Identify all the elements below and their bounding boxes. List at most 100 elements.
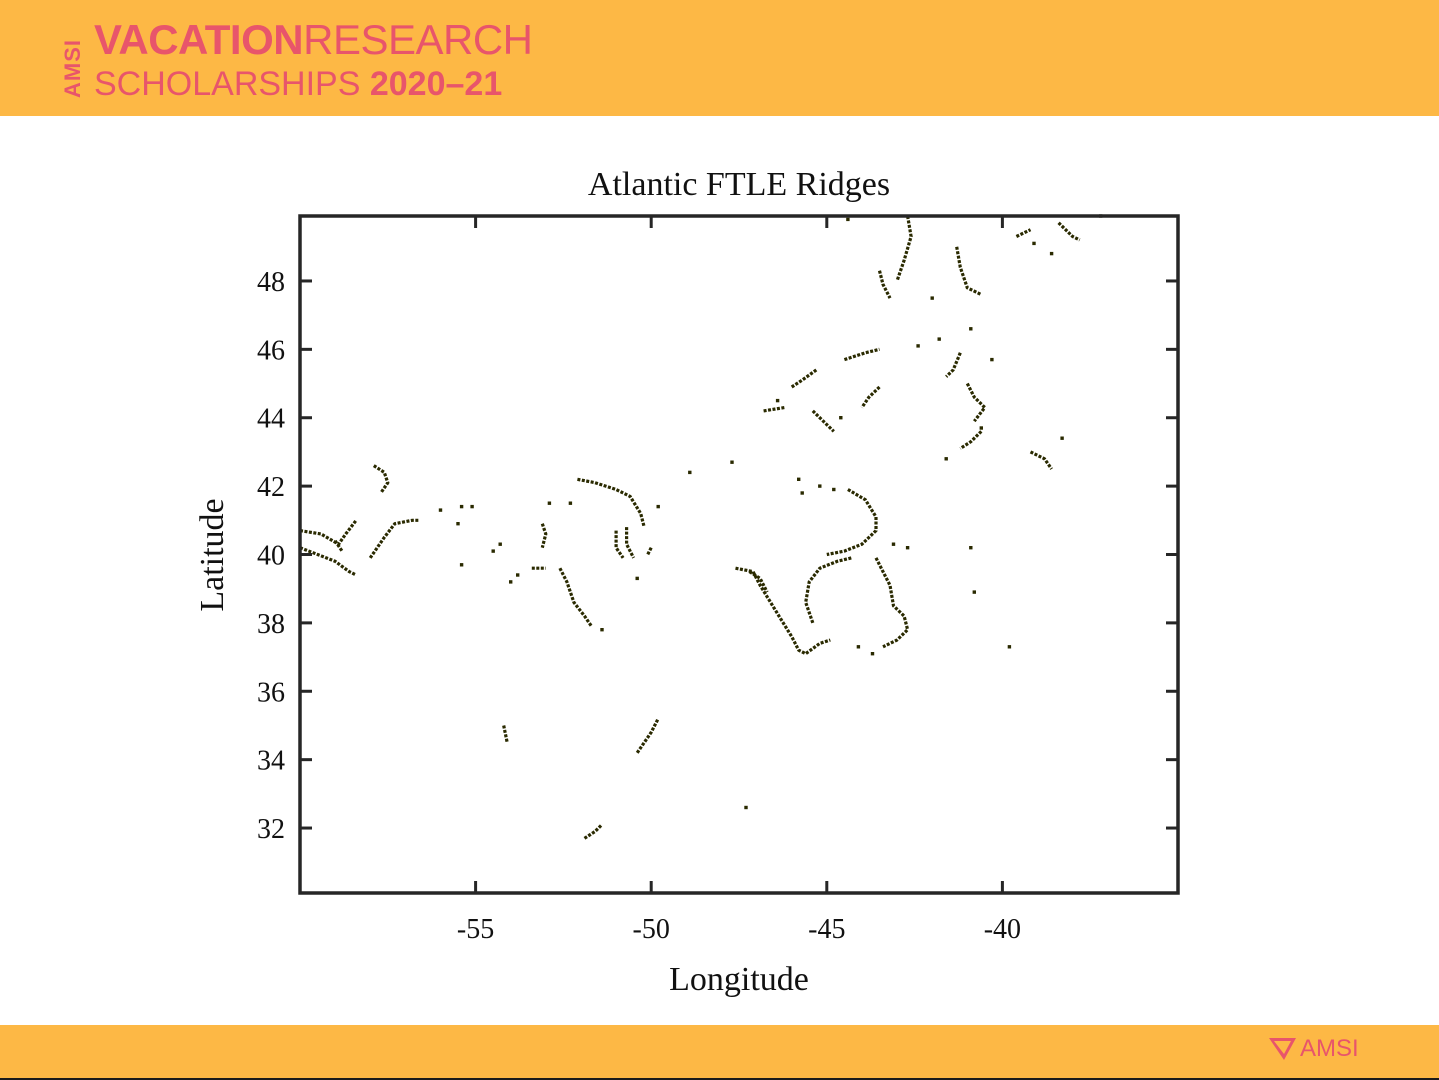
plot-frame xyxy=(298,214,1180,895)
ridge-point-0-39 xyxy=(846,217,850,222)
ridge-point-0-27 xyxy=(937,337,941,341)
x-tick-label-2: -45 xyxy=(808,914,845,945)
ridge-segment-0-30 xyxy=(583,823,604,840)
ridge-point-0-6 xyxy=(509,580,513,584)
ridge-point-0-11 xyxy=(600,628,604,632)
ridge-segment-0-13 xyxy=(874,557,910,649)
logo-year: 2020–21 xyxy=(369,65,503,103)
ridge-segment-0-19 xyxy=(790,368,818,389)
ridge-segment-0-1 xyxy=(299,546,357,577)
logo-research: RESEARCH xyxy=(303,16,533,63)
logo-line-1: VACATIONRESEARCH xyxy=(94,18,533,62)
ridge-point-0-35 xyxy=(1060,436,1064,440)
header-band xyxy=(0,0,1439,116)
ridge-point-0-0 xyxy=(438,508,443,512)
ridge-point-0-10 xyxy=(568,501,573,505)
ridge-point-0-9 xyxy=(547,501,552,505)
ridge-point-0-23 xyxy=(905,546,910,550)
ridge-segment-0-29 xyxy=(333,539,344,552)
y-tick-label-5: 42 xyxy=(257,472,285,503)
ridge-segment-0-16 xyxy=(895,215,913,282)
ridge-segment-0-10 xyxy=(735,566,831,656)
amsi-arrow-icon xyxy=(1269,1038,1296,1060)
ridge-point-0-3 xyxy=(459,504,464,509)
ridge-marks xyxy=(299,214,1103,840)
ridge-point-0-21 xyxy=(832,487,836,492)
ridge-segment-0-25 xyxy=(1057,221,1081,242)
y-axis-label: Latitude xyxy=(194,498,231,611)
ridge-segment-0-4 xyxy=(577,477,646,528)
ridge-point-0-2 xyxy=(470,504,474,509)
ridge-segment-0-33 xyxy=(1015,228,1032,238)
ridge-point-0-5 xyxy=(498,542,502,546)
ridge-point-0-14 xyxy=(688,470,692,475)
ridge-segment-0-6 xyxy=(558,567,593,628)
ridge-point-0-22 xyxy=(891,542,896,546)
ridge-point-0-8 xyxy=(459,563,464,567)
ridge-segment-0-11 xyxy=(748,570,769,593)
ridge-point-0-7 xyxy=(516,573,520,577)
ridge-point-0-15 xyxy=(730,460,734,464)
ridge-point-0-20 xyxy=(797,477,801,481)
ridge-point-0-40 xyxy=(1032,241,1036,246)
ridge-point-0-12 xyxy=(635,576,639,581)
ridge-point-0-13 xyxy=(656,504,660,509)
ridge-point-0-24 xyxy=(839,416,843,420)
ridge-point-0-29 xyxy=(969,327,973,331)
ridge-point-0-36 xyxy=(1049,251,1054,256)
y-tick-label-0: 32 xyxy=(257,814,285,845)
footer-amsi-logo: AMSI xyxy=(1268,1035,1359,1063)
ridge-segment-0-15 xyxy=(635,717,660,754)
ridge-segment-0-14 xyxy=(826,488,878,557)
footer-amsi-text: AMSI xyxy=(1300,1035,1359,1062)
logo-line-2: SCHOLARSHIPS 2020–21 xyxy=(94,66,502,102)
ridge-segment-0-22 xyxy=(965,382,987,423)
ridge-point-0-19 xyxy=(800,491,804,495)
ridge-point-0-25 xyxy=(916,344,920,348)
x-tick-label-3: -40 xyxy=(984,914,1021,945)
ridge-segment-0-27 xyxy=(763,405,785,413)
ridge-segment-0-20 xyxy=(860,385,881,409)
logo-scholarships: SCHOLARSHIPS xyxy=(94,65,361,103)
ridge-point-0-33 xyxy=(972,590,976,594)
ridge-segment-0-0 xyxy=(299,519,358,546)
ridge-point-0-16 xyxy=(775,398,780,403)
ridge-segment-0-18 xyxy=(955,246,982,297)
ridge-point-0-32 xyxy=(969,546,973,550)
ridge-segment-0-24 xyxy=(1029,450,1053,470)
y-tick-label-1: 34 xyxy=(257,746,285,777)
ridge-segment-0-2 xyxy=(368,518,420,559)
ridge-point-0-28 xyxy=(944,457,948,461)
ridge-point-0-4 xyxy=(491,549,495,553)
ridge-segment-0-21 xyxy=(945,352,962,378)
ridge-segment-0-26 xyxy=(843,347,880,362)
ridge-point-0-31 xyxy=(979,426,983,430)
ridge-segment-0-28 xyxy=(811,409,835,433)
x-axis-label: Longitude xyxy=(669,961,809,998)
ridge-segment-0-9 xyxy=(646,546,653,556)
ridge-point-0-17 xyxy=(744,805,748,810)
ridge-segment-0-5 xyxy=(540,523,548,549)
y-tick-label-6: 44 xyxy=(257,404,285,435)
ridge-point-0-30 xyxy=(990,357,994,362)
ridge-segment-0-3 xyxy=(372,464,390,494)
ridge-point-0-1 xyxy=(456,522,460,526)
x-tick-label-1: -50 xyxy=(633,914,670,945)
ridge-point-0-34 xyxy=(1007,645,1012,649)
ridge-point-0-26 xyxy=(930,296,934,300)
ridge-segment-0-12 xyxy=(804,556,852,624)
logo-vacation: VACATION xyxy=(94,16,304,63)
y-tick-label-4: 40 xyxy=(257,541,285,572)
ridge-segment-0-17 xyxy=(877,270,892,299)
y-tick-label-2: 36 xyxy=(257,677,285,708)
ridge-segment-0-7 xyxy=(614,530,625,559)
y-tick-label-7: 46 xyxy=(257,335,285,366)
ridge-segment-0-23 xyxy=(959,430,983,450)
y-tick-label-8: 48 xyxy=(257,267,285,298)
axis-ticks: -55 -50 -45 -40 32 34 36 38 40 42 44 46 48 xyxy=(257,216,1178,945)
footer-band: AMSI xyxy=(0,1025,1439,1080)
chart-title: Atlantic FTLE Ridges xyxy=(588,166,890,203)
ridge-segment-0-8 xyxy=(624,527,636,559)
y-tick-label-3: 38 xyxy=(257,609,285,640)
